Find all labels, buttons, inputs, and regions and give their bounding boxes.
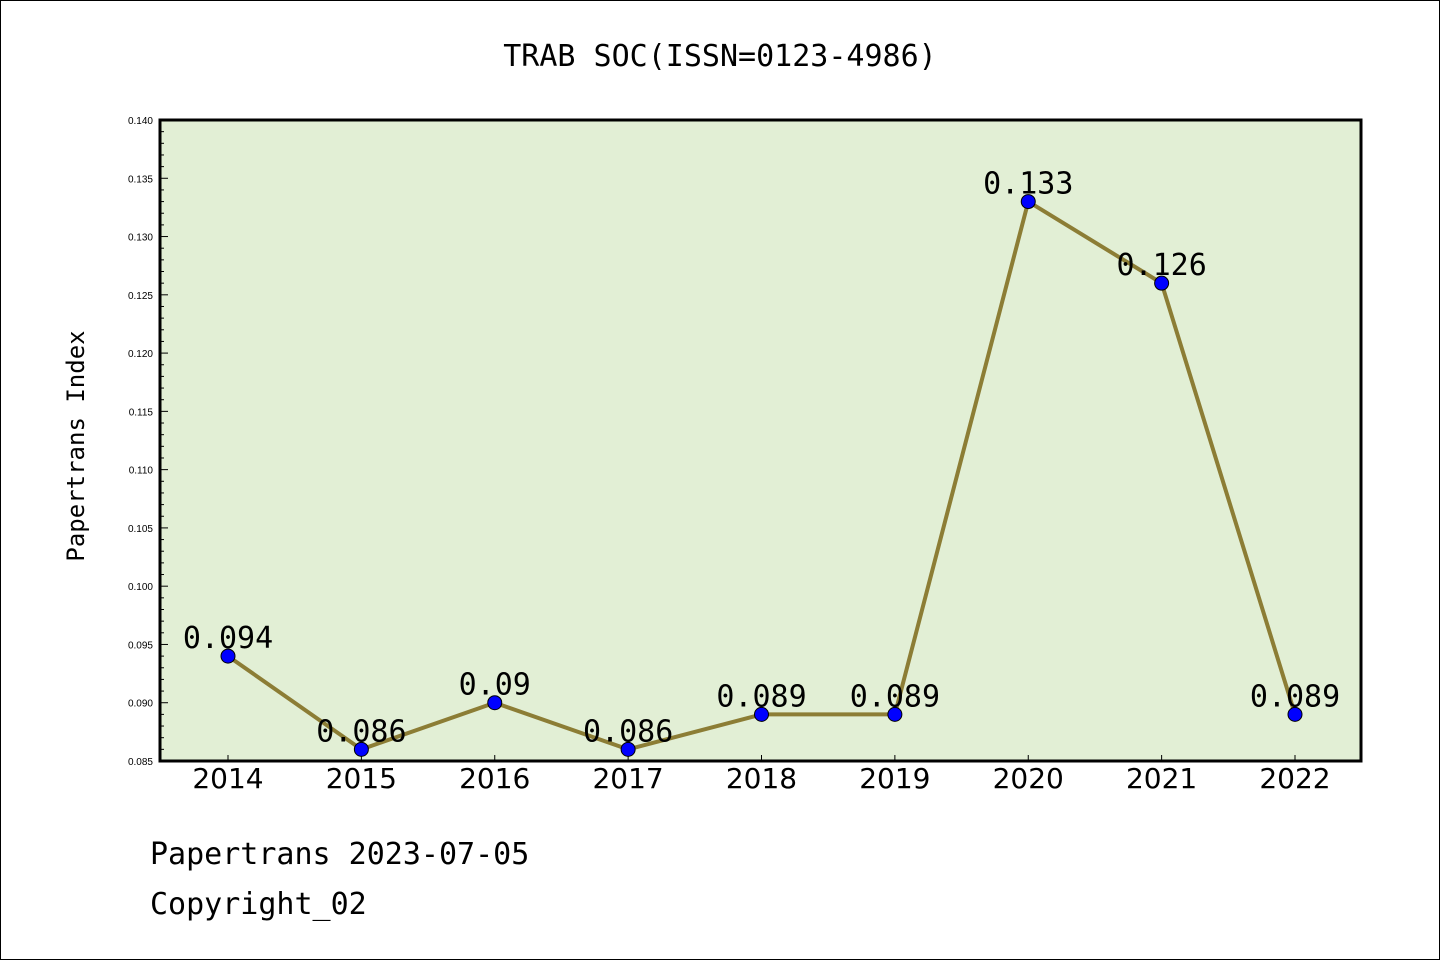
x-tick-label: 2022	[1259, 762, 1330, 795]
x-tick-label: 2018	[726, 762, 797, 795]
y-tick-label: 0.100	[128, 582, 153, 593]
data-point	[1154, 275, 1170, 291]
x-tick-label: 2017	[592, 762, 663, 795]
data-point	[1020, 194, 1036, 210]
y-tick-label: 0.135	[128, 174, 153, 185]
data-point	[887, 706, 903, 722]
y-axis-label: Papertrans Index	[62, 330, 90, 561]
data-label: 0.089	[1250, 679, 1340, 714]
y-tick-label: 0.085	[128, 757, 153, 768]
data-point	[1287, 706, 1303, 722]
data-label: 0.09	[459, 668, 531, 703]
y-tick-label: 0.095	[128, 640, 153, 651]
y-tick-label: 0.105	[128, 524, 153, 535]
series-markers	[220, 194, 1303, 757]
data-label: 0.089	[716, 679, 806, 714]
y-tick-label: 0.115	[129, 407, 154, 418]
footer-copyright: Copyright_02	[150, 887, 367, 922]
data-point	[754, 706, 769, 722]
x-tick-label: 2014	[192, 762, 263, 795]
data-point	[220, 648, 236, 664]
y-tick-label: 0.130	[128, 233, 153, 244]
data-label: 0.086	[316, 714, 406, 749]
y-tick-label: 0.140	[128, 116, 153, 127]
x-tick-label: 2015	[326, 762, 397, 795]
plot-area	[158, 118, 1363, 763]
data-point	[487, 695, 503, 711]
data-label: 0.126	[1116, 248, 1206, 283]
y-tick-label: 0.090	[128, 699, 153, 710]
y-tick-label: 0.125	[128, 291, 153, 302]
data-label: 0.094	[183, 621, 273, 656]
data-label: 0.089	[850, 679, 940, 714]
x-tick-label: 2020	[993, 762, 1064, 795]
data-labels: 0.094 0.086 0.09 0.086 0.089 0.089 0.133 0.126 0…	[183, 167, 1340, 750]
data-label: 0.133	[983, 167, 1073, 202]
data-point	[620, 741, 636, 757]
x-tick-label: 2019	[859, 762, 930, 795]
x-tick-label: 2016	[459, 762, 530, 795]
data-label: 0.086	[583, 714, 673, 749]
data-point	[353, 741, 369, 757]
x-tick-label: 2021	[1126, 762, 1197, 795]
y-tick-label: 0.110	[129, 466, 154, 477]
footer-date: Papertrans 2023-07-05	[150, 837, 529, 872]
chart-title: TRAB SOC(ISSN=0123-4986)	[503, 39, 936, 74]
y-tick-label: 0.120	[128, 349, 153, 360]
axis-ticks: 0.085 0.090 0.095 0.100 0.105 0.110 0.115 0.120…	[128, 116, 1331, 795]
